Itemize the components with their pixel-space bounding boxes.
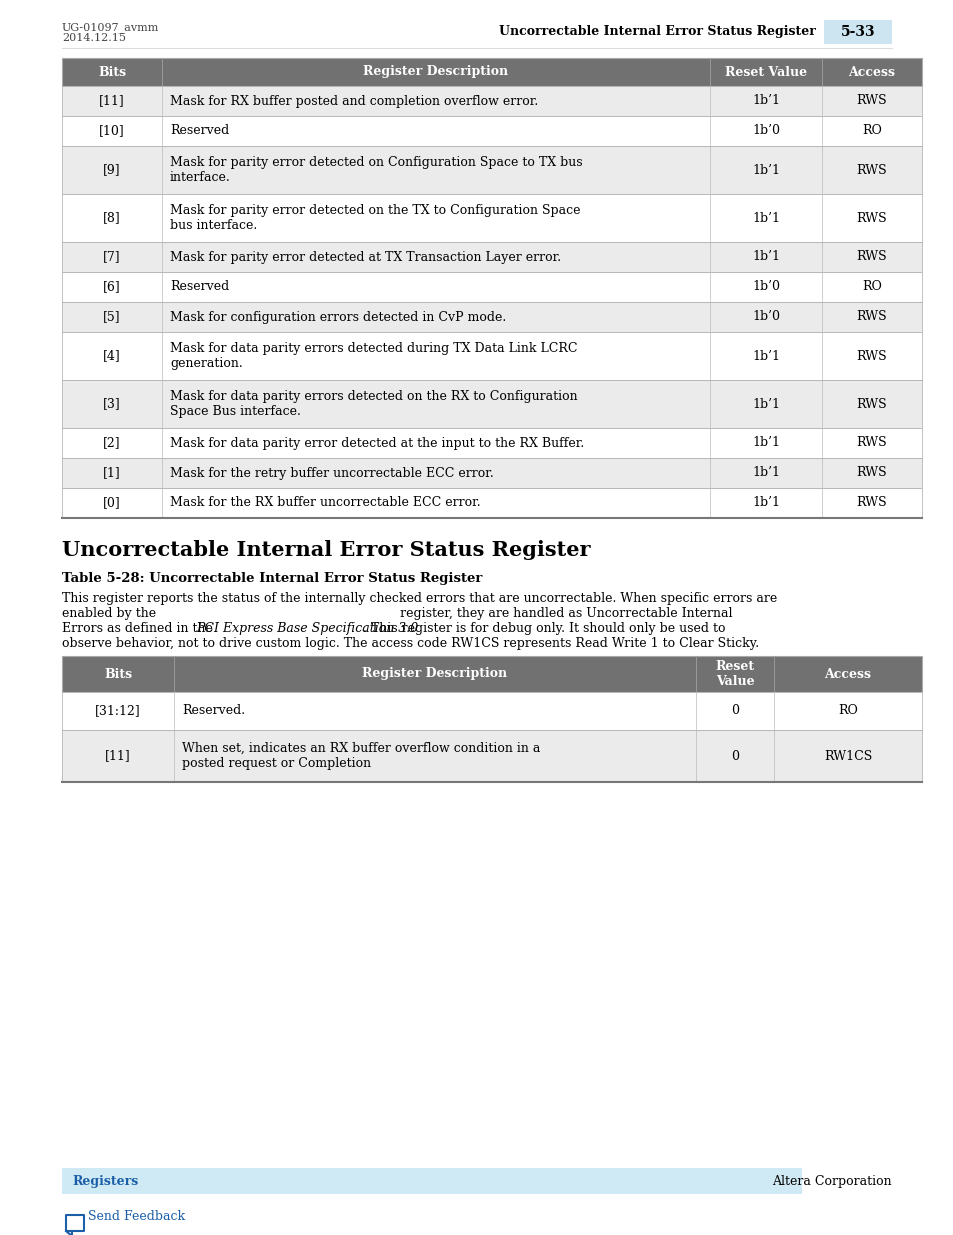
Text: 0: 0 [730,704,739,718]
Text: Uncorrectable Internal Error Status Register: Uncorrectable Internal Error Status Regi… [498,26,815,38]
Text: Register Description: Register Description [363,65,508,79]
Text: RWS: RWS [856,251,886,263]
Text: [2]: [2] [103,436,121,450]
Text: RO: RO [862,280,881,294]
Text: Access: Access [847,65,895,79]
Text: Mask for data parity errors detected on the RX to Configuration
Space Bus interf: Mask for data parity errors detected on … [170,390,577,417]
Text: When set, indicates an RX buffer overflow condition in a
posted request or Compl: When set, indicates an RX buffer overflo… [182,742,539,769]
Text: Altera Corporation: Altera Corporation [772,1174,891,1188]
Text: [8]: [8] [103,211,121,225]
Text: RW1CS: RW1CS [823,750,871,762]
Text: Mask for parity error detected on Configuration Space to TX bus
interface.: Mask for parity error detected on Config… [170,156,582,184]
Bar [62,242,921,272]
Text: RWS: RWS [856,95,886,107]
Text: Mask for the RX buffer uncorrectable ECC error.: Mask for the RX buffer uncorrectable ECC… [170,496,480,510]
Text: Uncorrectable Internal Error Status Register: Uncorrectable Internal Error Status Regi… [62,540,590,559]
Bar [62,1168,801,1194]
Bar [62,488,921,517]
Text: enabled by the                                                             regis: enabled by the regis [62,606,732,620]
Text: Errors as defined in the: Errors as defined in the [62,622,216,635]
Text: Bits: Bits [98,65,126,79]
Text: RWS: RWS [856,436,886,450]
Text: RO: RO [862,125,881,137]
Bar [62,146,921,194]
Bar [823,20,891,44]
Text: RO: RO [837,704,857,718]
Text: 1b’1: 1b’1 [751,95,780,107]
Bar [62,656,921,692]
Text: Mask for the retry buffer uncorrectable ECC error.: Mask for the retry buffer uncorrectable … [170,467,494,479]
Text: Mask for parity error detected at TX Transaction Layer error.: Mask for parity error detected at TX Tra… [170,251,560,263]
Bar [62,692,921,730]
Text: RWS: RWS [856,211,886,225]
Text: Reserved: Reserved [170,280,229,294]
Text: RWS: RWS [856,496,886,510]
Text: Reserved: Reserved [170,125,229,137]
Text: UG-01097_avmm: UG-01097_avmm [62,22,159,32]
Text: . This register is for debug only. It should only be used to: . This register is for debug only. It sh… [363,622,725,635]
Text: Bits: Bits [104,667,132,680]
Text: observe behavior, not to drive custom logic. The access code RW1CS represents Re: observe behavior, not to drive custom lo… [62,637,759,650]
Text: Registers: Registers [71,1174,138,1188]
Bar [66,1215,84,1231]
Text: Mask for RX buffer posted and completion overflow error.: Mask for RX buffer posted and completion… [170,95,537,107]
Text: Table 5-28: Uncorrectable Internal Error Status Register: Table 5-28: Uncorrectable Internal Error… [62,572,482,585]
Text: 1b’1: 1b’1 [751,398,780,410]
Bar [62,194,921,242]
Text: [11]: [11] [99,95,125,107]
Text: PCI Express Base Specification 3.0: PCI Express Base Specification 3.0 [195,622,417,635]
Text: 1b’1: 1b’1 [751,436,780,450]
Text: [10]: [10] [99,125,125,137]
Text: RWS: RWS [856,350,886,363]
Text: [3]: [3] [103,398,121,410]
Bar [62,332,921,380]
Text: 0: 0 [730,750,739,762]
Text: [5]: [5] [103,310,121,324]
Bar [62,730,921,782]
Bar [62,58,921,86]
Text: [4]: [4] [103,350,121,363]
Text: Reserved.: Reserved. [182,704,245,718]
Text: 1b’1: 1b’1 [751,467,780,479]
Bar [62,380,921,429]
Text: 1b’0: 1b’0 [751,310,780,324]
Text: Send Feedback: Send Feedback [88,1209,185,1223]
Text: RWS: RWS [856,310,886,324]
Text: 1b’0: 1b’0 [751,280,780,294]
Text: [0]: [0] [103,496,121,510]
Text: 1b’1: 1b’1 [751,496,780,510]
Text: [11]: [11] [105,750,131,762]
Text: [9]: [9] [103,163,121,177]
Text: RWS: RWS [856,163,886,177]
Text: RWS: RWS [856,398,886,410]
Text: Mask for configuration errors detected in CvP mode.: Mask for configuration errors detected i… [170,310,506,324]
Text: Mask for data parity error detected at the input to the RX Buffer.: Mask for data parity error detected at t… [170,436,583,450]
Bar [62,116,921,146]
Text: [1]: [1] [103,467,121,479]
Text: Mask for data parity errors detected during TX Data Link LCRC
generation.: Mask for data parity errors detected dur… [170,342,577,370]
Text: 5-33: 5-33 [840,25,875,40]
Bar [62,429,921,458]
Text: Register Description: Register Description [362,667,507,680]
Text: RWS: RWS [856,467,886,479]
Text: Reset Value: Reset Value [724,65,806,79]
Text: Access: Access [823,667,871,680]
Text: Mask for parity error detected on the TX to Configuration Space
bus interface.: Mask for parity error detected on the TX… [170,204,579,232]
Text: 1b’1: 1b’1 [751,211,780,225]
Text: Reset
Value: Reset Value [715,659,754,688]
Text: 1b’1: 1b’1 [751,350,780,363]
Text: 1b’1: 1b’1 [751,163,780,177]
Bar [62,272,921,303]
Text: This register reports the status of the internally checked errors that are uncor: This register reports the status of the … [62,592,777,605]
Text: [6]: [6] [103,280,121,294]
Text: 1b’0: 1b’0 [751,125,780,137]
Bar [62,86,921,116]
Bar [62,303,921,332]
Bar [62,458,921,488]
Text: 1b’1: 1b’1 [751,251,780,263]
Text: 2014.12.15: 2014.12.15 [62,33,126,43]
Text: [7]: [7] [103,251,121,263]
Text: [31:12]: [31:12] [95,704,141,718]
